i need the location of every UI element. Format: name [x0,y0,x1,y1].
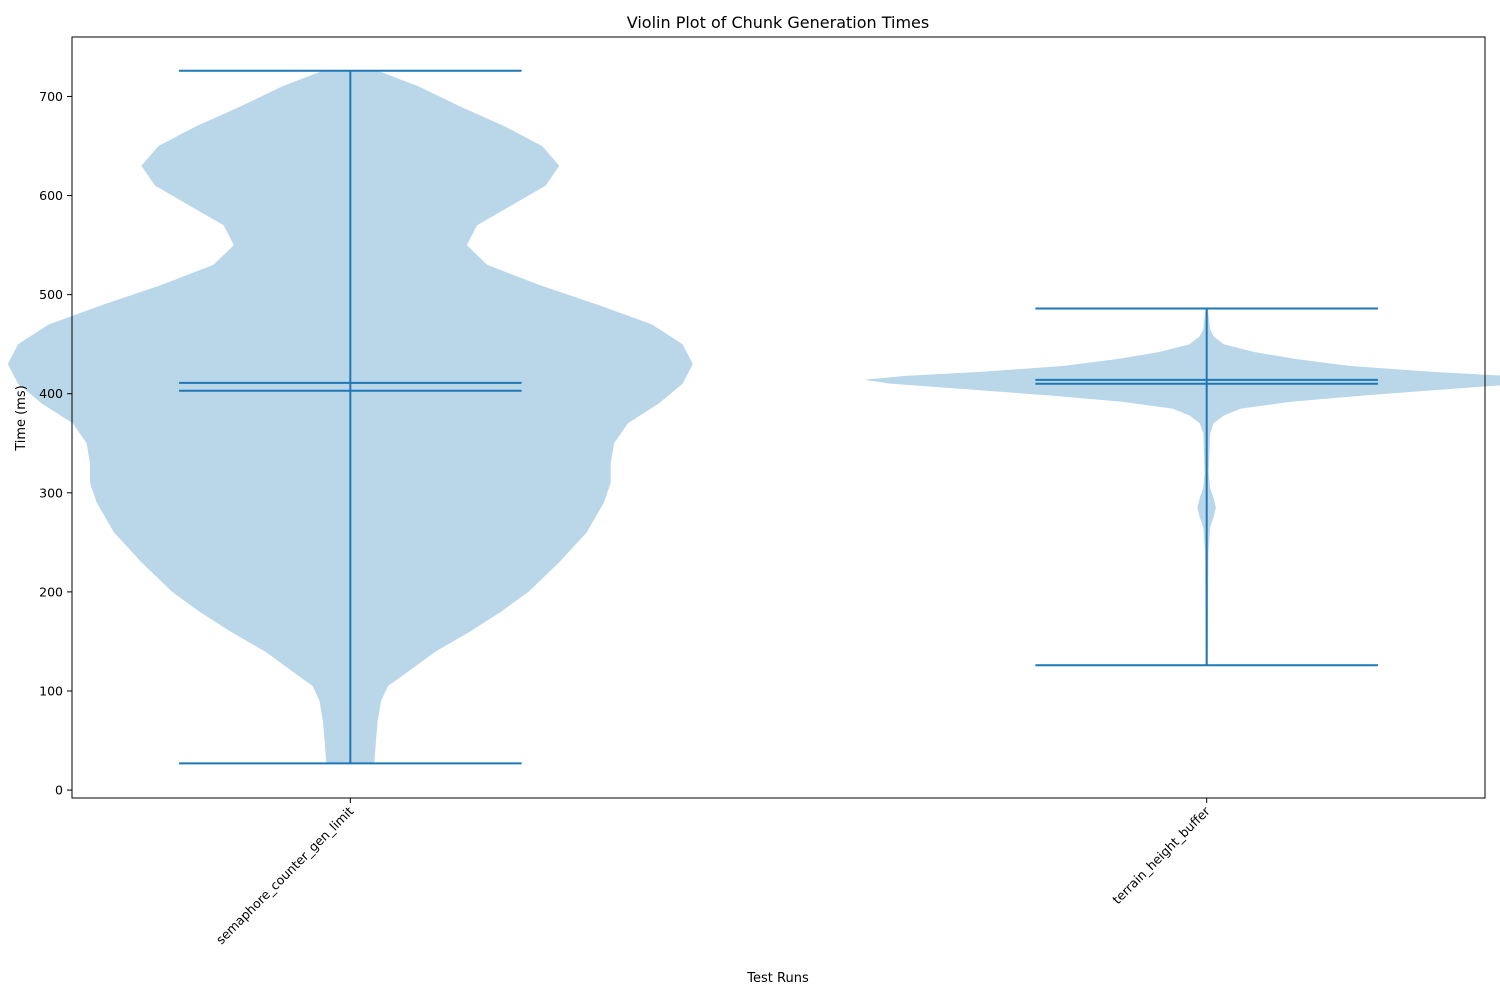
y-tick-label: 100 [39,683,63,698]
y-tick-label: 0 [55,783,63,798]
chart-title: Violin Plot of Chunk Generation Times [627,13,929,32]
y-tick-label: 500 [39,287,63,302]
y-tick-label: 200 [39,584,63,599]
y-tick-label: 300 [39,485,63,500]
x-tick-label: semaphore_counter_gen_limit [213,803,357,947]
axes-frame [71,36,1486,799]
violin-body [864,308,1500,666]
y-tick-label: 400 [39,386,63,401]
x-axis-label: Test Runs [746,971,809,986]
y-tick-label: 700 [39,89,63,104]
violin-series-2 [864,307,1500,667]
plot-area [7,69,1500,765]
y-tick-label: 600 [39,188,63,203]
y-axis-label: Time (ms) [14,385,29,452]
y-axis: 0 100 200 300 400 500 600 700 [39,89,72,798]
violin-series-1 [7,69,693,765]
x-axis: semaphore_counter_gen_limit terrain_heigh… [213,798,1213,947]
x-tick-label: terrain_height_buffer [1109,803,1213,907]
